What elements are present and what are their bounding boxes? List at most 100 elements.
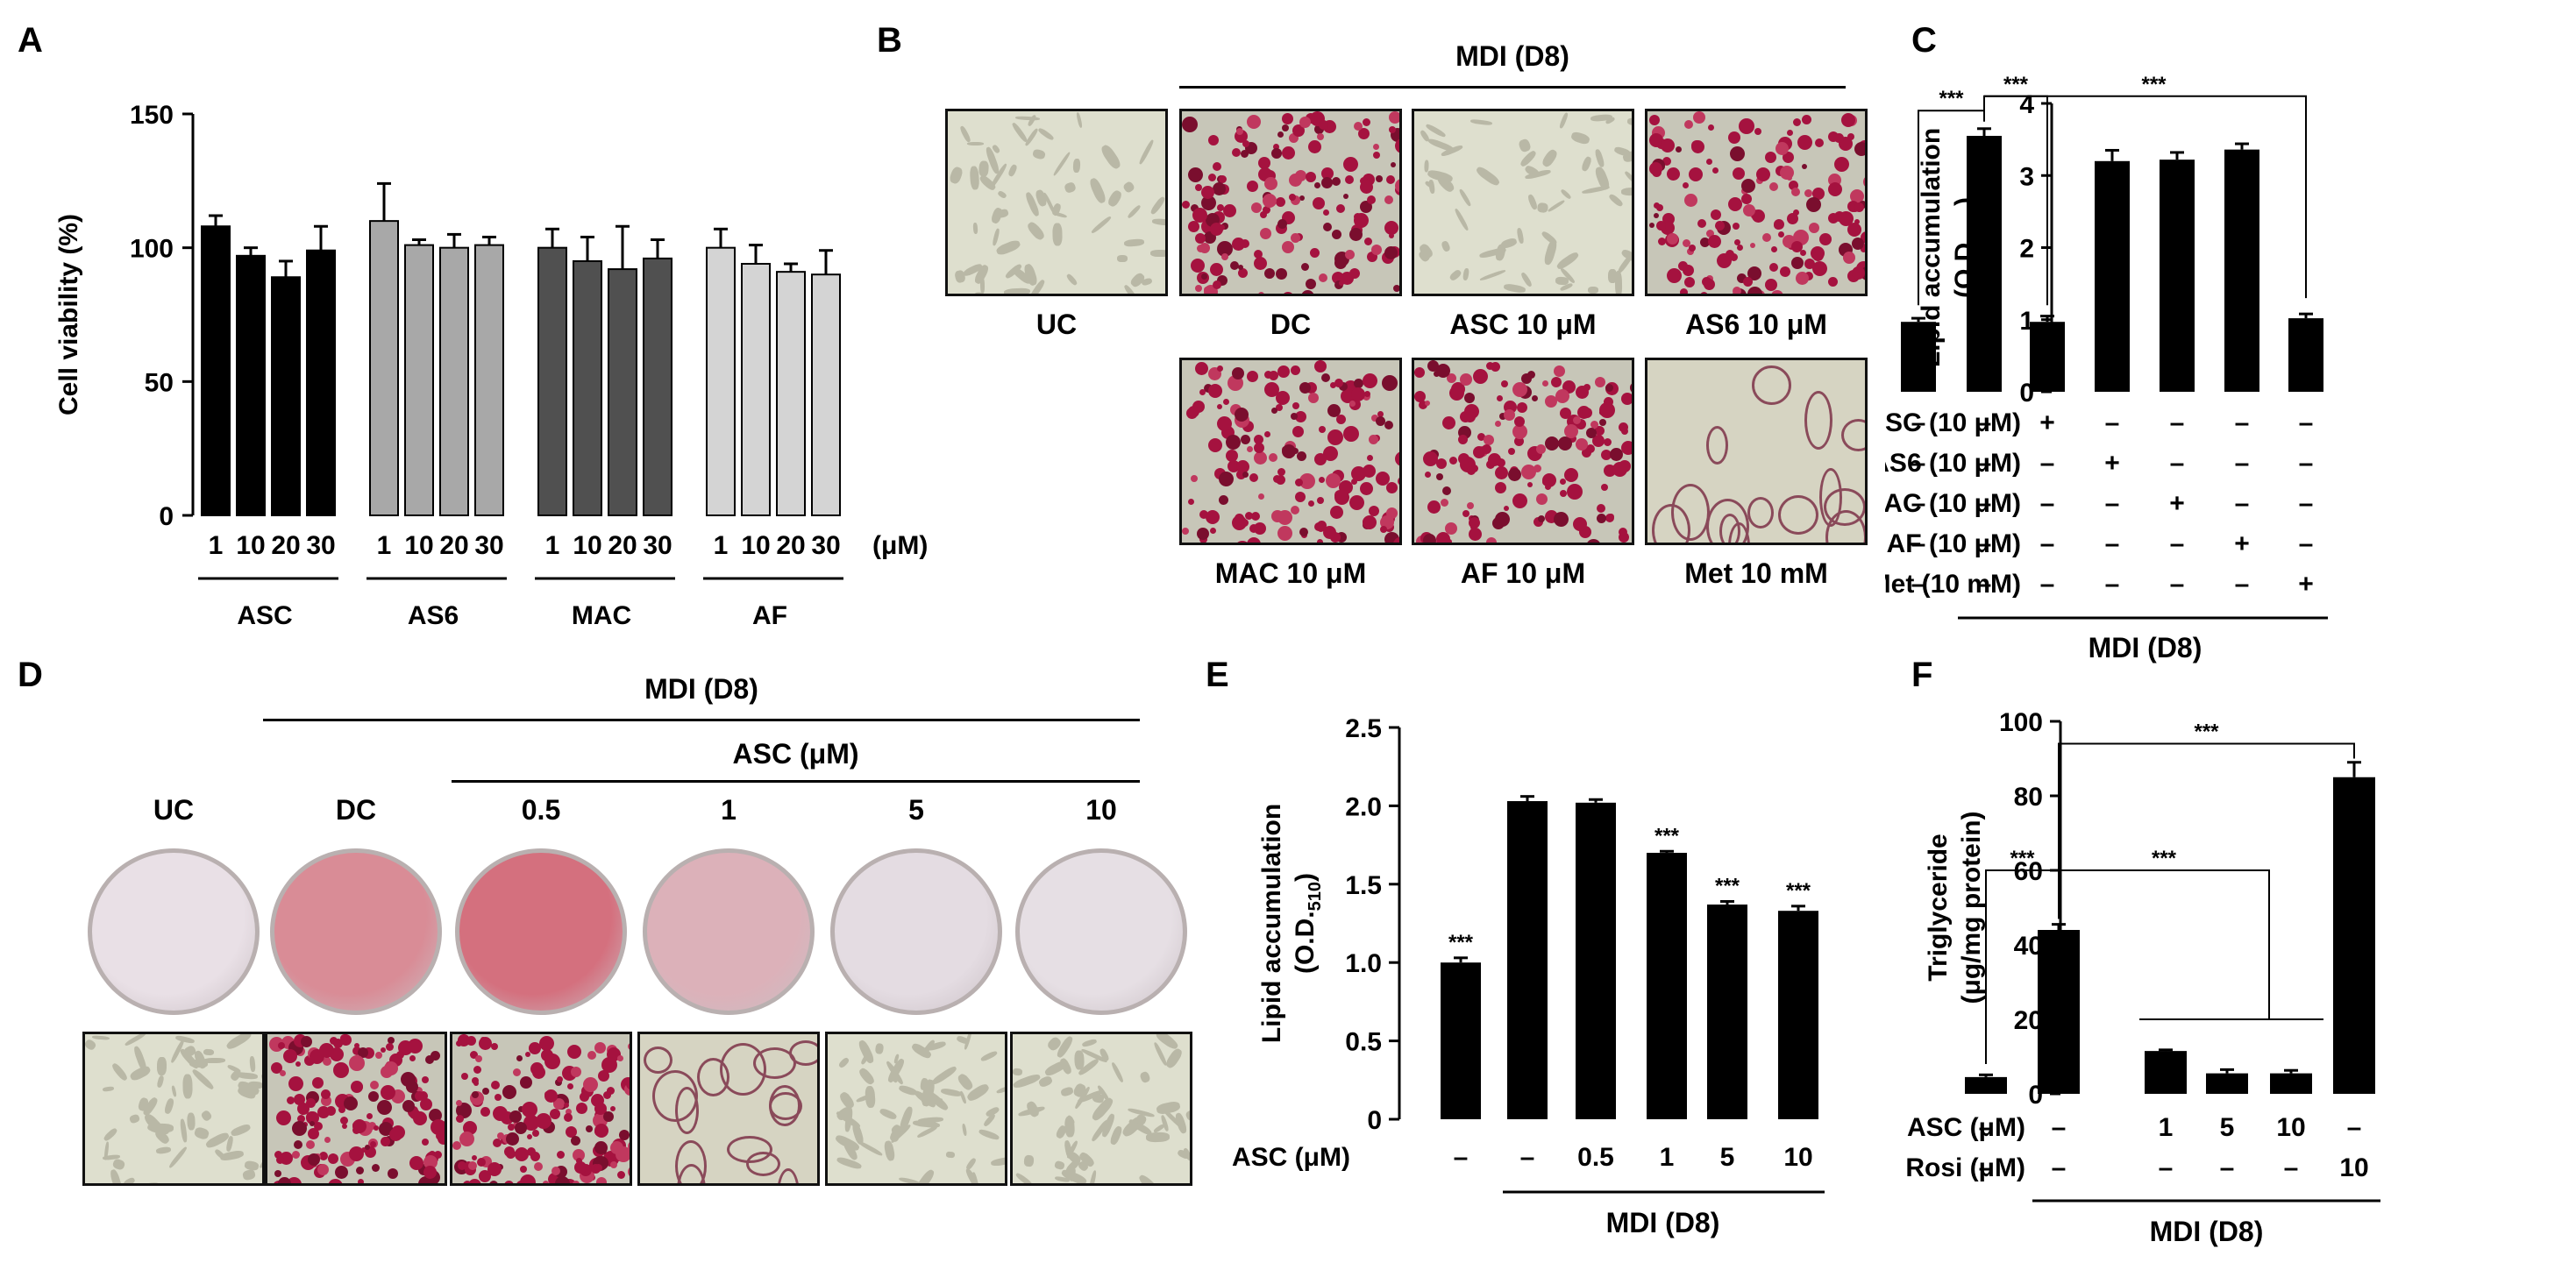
panel-d-subheader: ASC (μM) <box>732 738 859 770</box>
row-mark: 10 <box>2339 1153 2368 1182</box>
dish-micrograph-6 <box>1010 1032 1192 1186</box>
dish-micrograph-1 <box>82 1032 265 1186</box>
bar-2 <box>1507 801 1548 1119</box>
panel-b-header-line <box>1179 86 1846 89</box>
bar-1 <box>1901 322 1936 392</box>
culture-dish-6 <box>1015 848 1187 1015</box>
row-mark: 10 <box>2276 1113 2305 1142</box>
bar-asc-10 <box>236 254 266 516</box>
dish-micrograph-4 <box>637 1032 820 1186</box>
row-mark: – <box>2235 449 2250 478</box>
micrograph-label: MAC 10 μM <box>1214 557 1367 589</box>
y-tick-label: 100 <box>1999 708 2043 737</box>
dish-label: 1 <box>721 794 737 826</box>
bar-2 <box>1967 136 2002 392</box>
row-mark: – <box>2235 489 2250 518</box>
group-label-as6: AS6 <box>408 601 459 630</box>
bar-asc-30 <box>306 249 336 516</box>
micrograph-label: UC <box>1035 309 1078 340</box>
dish-micrograph-3 <box>450 1032 632 1186</box>
culture-dish-2 <box>270 848 442 1015</box>
y-axis-label: Cell viability (%) <box>54 214 83 415</box>
row-mark: – <box>1911 570 1926 599</box>
row-label: MAC (10 μM) <box>1885 489 2021 518</box>
row-mark: – <box>2170 570 2185 599</box>
dose-label: 1 <box>209 531 224 560</box>
dish-label: 10 <box>1085 794 1117 826</box>
micrograph-1 <box>945 109 1168 296</box>
row-mark: – <box>1977 529 1992 558</box>
row-mark: – <box>2040 529 2055 558</box>
row-mark: – <box>1979 1113 1994 1142</box>
y-tick-label: 0 <box>159 502 174 531</box>
group-label-af: AF <box>752 601 787 630</box>
bar-asc-20 <box>271 276 301 516</box>
dish-label: 5 <box>908 794 924 826</box>
bar-af-20 <box>776 271 806 516</box>
y-tick-label: 60 <box>2014 857 2043 886</box>
row-mark: – <box>2040 489 2055 518</box>
sig-bracket-2-label: *** <box>2152 847 2177 870</box>
footer-label: MDI (D8) <box>2089 632 2202 663</box>
footer-label: MDI (D8) <box>1606 1207 1720 1238</box>
bar-as6-10 <box>404 244 434 516</box>
x-tick-label: 1 <box>1660 1143 1675 1172</box>
y-tick-label: 100 <box>130 235 174 264</box>
sig-star: *** <box>1654 824 1680 848</box>
row-mark: – <box>2170 408 2185 437</box>
footer-label: MDI (D8) <box>2150 1216 2264 1247</box>
sig-bracket-3-label: *** <box>2194 720 2219 744</box>
bar-4 <box>2206 1073 2248 1094</box>
bar-4 <box>1647 853 1687 1119</box>
y-tick-label: 1.0 <box>1345 949 1382 978</box>
bar-af-30 <box>811 273 841 516</box>
sig-star: *** <box>1448 931 1474 954</box>
x-tick-label: – <box>1520 1143 1535 1172</box>
row-mark: + <box>2104 449 2120 478</box>
panel-b-letter: B <box>877 21 902 60</box>
sig-bracket-3 <box>2058 742 2355 919</box>
bar-mac-1 <box>537 246 567 516</box>
row-mark: – <box>2105 408 2120 437</box>
micrograph-label: ASC 10 μM <box>1449 309 1597 340</box>
dose-label: 10 <box>404 531 433 560</box>
y-tick-label: 50 <box>145 368 174 397</box>
bar-6 <box>1778 911 1818 1119</box>
culture-dish-3 <box>455 848 627 1015</box>
row-mark: – <box>2220 1153 2235 1182</box>
sig-star: *** <box>1786 879 1811 903</box>
culture-dish-1 <box>88 848 260 1015</box>
culture-dish-5 <box>830 848 1002 1015</box>
y-tick-label: 0.5 <box>1345 1028 1382 1057</box>
bar-6 <box>2333 777 2375 1094</box>
panel-d-letter: D <box>18 656 43 694</box>
sig-star: *** <box>1715 874 1740 898</box>
row-mark: + <box>2234 529 2250 558</box>
group-label-mac: MAC <box>572 601 631 630</box>
dose-label: 20 <box>608 531 637 560</box>
row-mark: – <box>2235 570 2250 599</box>
x-tick-label: 5 <box>1720 1143 1735 1172</box>
row-mark: 5 <box>2220 1113 2235 1142</box>
dose-label: 30 <box>306 531 335 560</box>
bar-asc-1 <box>201 225 231 516</box>
dose-label: 1 <box>714 531 729 560</box>
row-mark: 1 <box>2159 1113 2174 1142</box>
sig-bracket-3-label: *** <box>2141 73 2167 96</box>
row-mark: – <box>2347 1113 2362 1142</box>
unit-label: (μM) <box>872 531 928 560</box>
y-tick-label: 3 <box>2019 162 2034 191</box>
dose-label: 1 <box>545 531 560 560</box>
dish-micrograph-5 <box>825 1032 1007 1186</box>
x-axis-label: ASC (μM) <box>1232 1143 1350 1172</box>
row-mark: – <box>2052 1153 2067 1182</box>
panel-b-header: MDI (D8) <box>1455 40 1569 72</box>
row-label: Rosi (μM) <box>1905 1153 2025 1182</box>
row-mark: – <box>2040 449 2055 478</box>
dish-label: UC <box>153 794 195 826</box>
bar-5 <box>2160 160 2195 392</box>
row-mark: – <box>1977 570 1992 599</box>
dose-label: 10 <box>741 531 770 560</box>
